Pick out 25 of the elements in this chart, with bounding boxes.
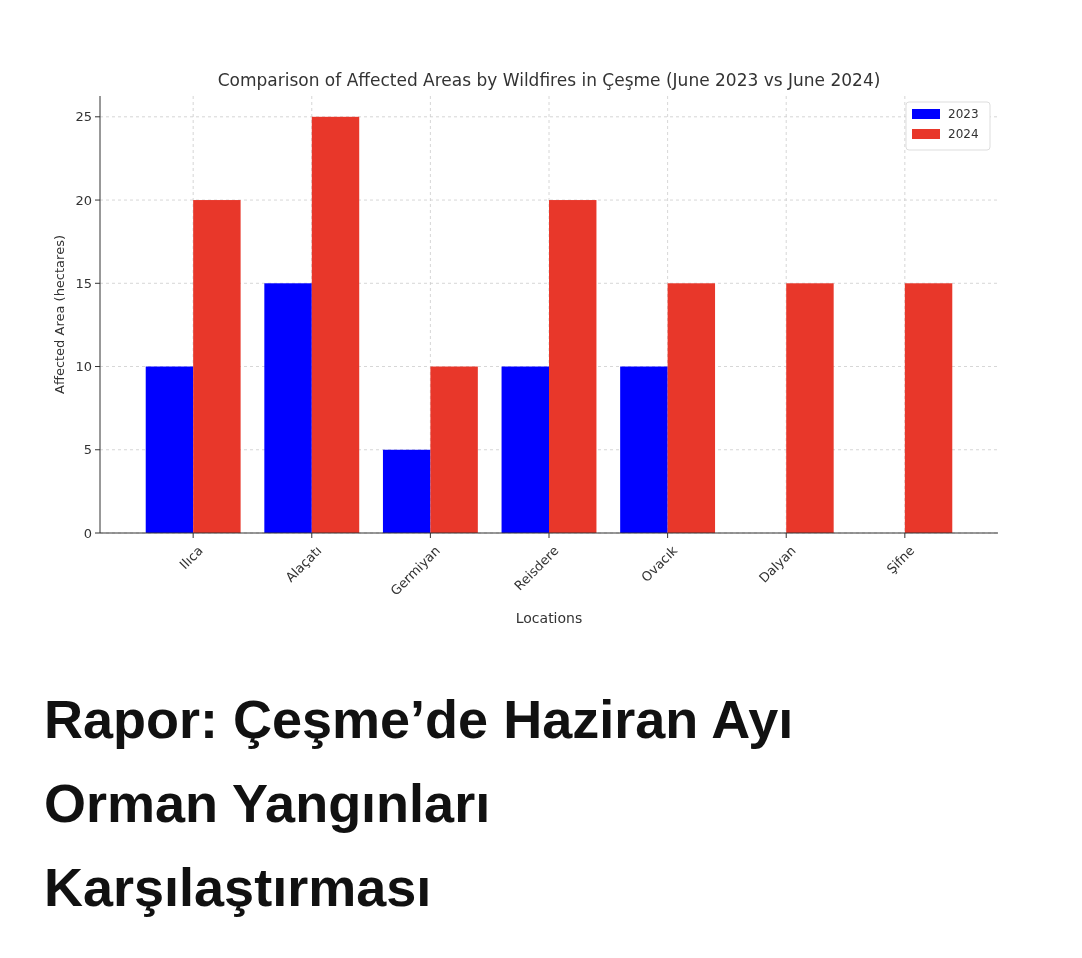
bar <box>382 449 431 533</box>
bar <box>430 366 478 533</box>
chart-title: Comparison of Affected Areas by Wildfires in Çeşme (June 2023 vs June 2024) <box>217 70 881 90</box>
bar <box>620 366 668 533</box>
legend-label: 2024 <box>948 127 979 142</box>
bar <box>549 200 597 533</box>
y-tick-label: 0 <box>83 525 92 541</box>
bar <box>193 200 241 533</box>
y-tick-label: 25 <box>75 109 92 125</box>
y-tick-label: 15 <box>75 275 92 291</box>
y-axis-title: Affected Area (hectares) <box>52 235 67 394</box>
bar <box>264 283 312 533</box>
bar <box>311 116 360 533</box>
bar <box>786 283 834 533</box>
legend-label: 2023 <box>948 107 979 122</box>
text: Rapor: Çeşme’de Haziran Ayı Orman Yangınları Karşılaştırması <box>44 689 794 917</box>
y-tick-label: 5 <box>83 442 92 458</box>
x-axis-title: Locations <box>515 610 583 626</box>
bar <box>667 283 716 533</box>
y-tick-label: 10 <box>75 359 92 375</box>
y-tick-label: 20 <box>75 192 92 208</box>
bar <box>904 283 953 533</box>
bar <box>145 366 194 533</box>
bar <box>501 366 549 533</box>
x-tick-label: Ilıca <box>176 542 206 573</box>
